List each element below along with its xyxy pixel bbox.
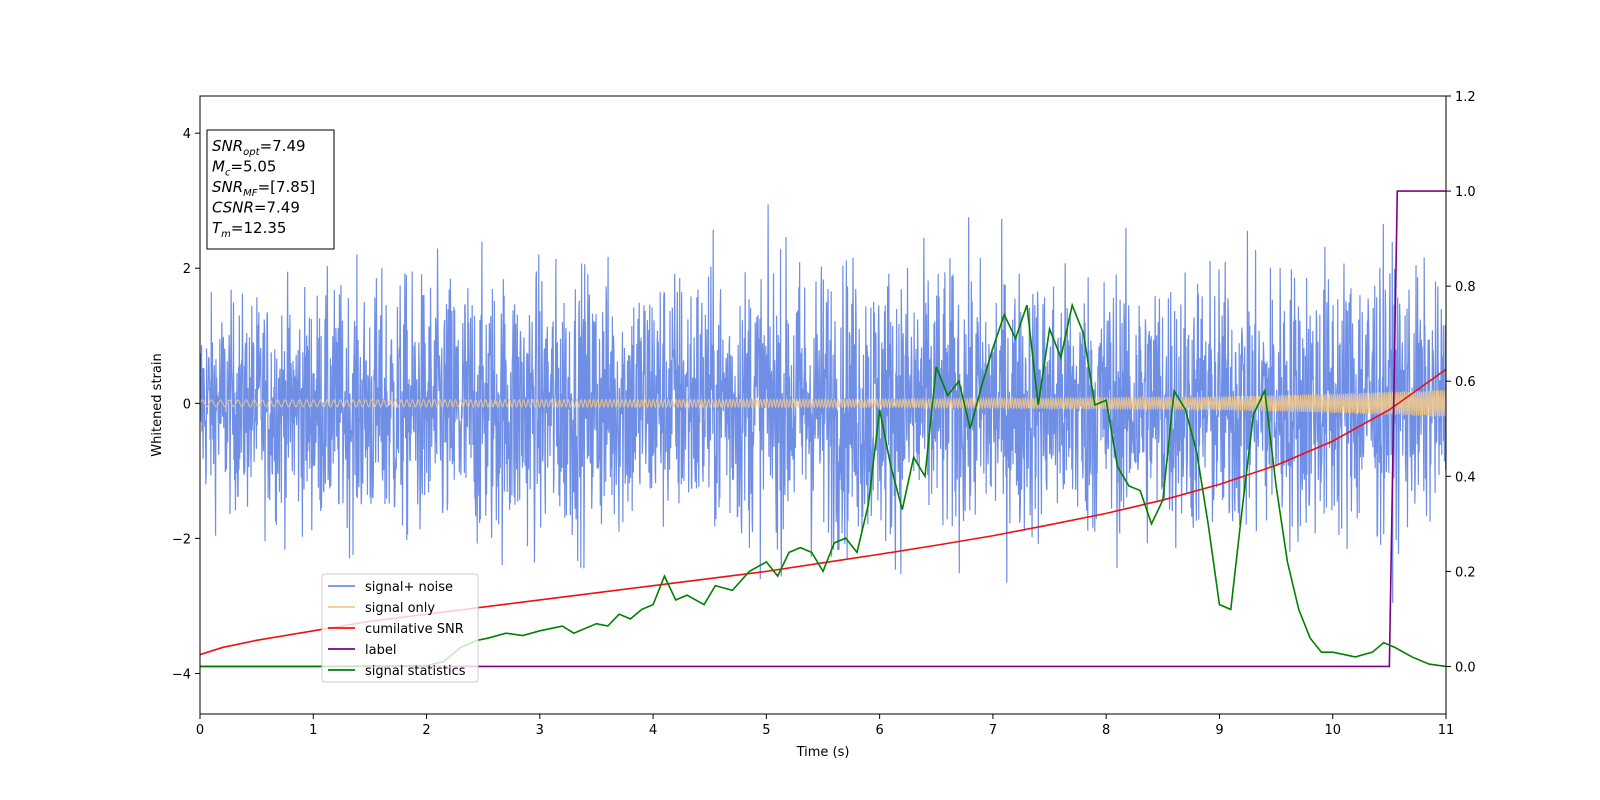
legend-entry-label: signal only [365,601,435,616]
x-axis-label: Time (s) [796,745,850,760]
x-tick-label: 6 [875,723,883,738]
y2-tick-label: 0.2 [1455,565,1476,580]
x-tick-label: 4 [649,723,657,738]
y-tick-label: 4 [183,127,191,142]
y-tick-label: −4 [172,667,191,682]
x-tick-label: 1 [309,723,317,738]
legend-frame [321,573,479,683]
legend-entry-label: signal statistics [365,664,466,679]
x-tick-label: 8 [1102,723,1110,738]
info-box-frame [206,129,335,250]
y-tick-label: 0 [183,397,191,412]
legend-entry-label: signal+ noise [365,580,453,595]
legend: signal+ noise signal only cumilative SNR la… [321,573,479,683]
plot-frame [199,95,1447,715]
series-signal-only-line [200,390,1446,417]
y-axis-label: Whitened strain [150,353,165,456]
y2-tick-label: 0.0 [1455,660,1476,675]
y2-tick-label: 1.0 [1455,185,1476,200]
legend-entry-label: cumilative SNR [365,622,464,637]
x-tick-label: 2 [422,723,430,738]
y-tick-label: −2 [172,532,191,547]
x-tick-label: 11 [1438,723,1455,738]
y-tick-label: 2 [183,262,191,277]
series-signal-noise-line [200,204,1446,603]
series-label-line [200,190,1446,668]
series-layer [200,190,1446,668]
x-tick-label: 10 [1324,723,1341,738]
info-box-line: SNRMF=[7.85] [212,178,315,199]
x-tick-label: 0 [196,723,204,738]
x-tick-label: 5 [762,723,770,738]
axes-layer: 0 1 2 3 4 5 6 7 8 9 10 11 −4 −2 0 2 4 0.0 0.2 0.4 0.6 0.8 1.0 1… [172,90,1476,738]
y2-tick-label: 1.2 [1455,90,1476,105]
info-box-line: Mc=5.05 [212,158,276,179]
y2-tick-label: 0.4 [1455,470,1476,485]
series-signal-statistics-line [200,302,1446,668]
legend-entry-label: label [365,643,396,658]
y2-tick-label: 0.6 [1455,375,1476,390]
y2-tick-label: 0.8 [1455,280,1476,295]
x-tick-label: 9 [1215,723,1223,738]
info-box-line: CSNR=7.49 [212,199,300,217]
info-box-line: Tm=12.35 [212,219,286,240]
info-box-line: SNRopt=7.49 [212,137,306,158]
x-tick-label: 3 [536,723,544,738]
x-tick-label: 7 [989,723,997,738]
